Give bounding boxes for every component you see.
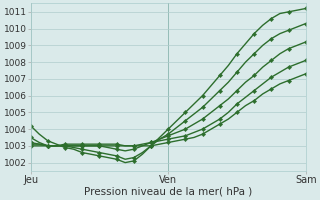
- X-axis label: Pression niveau de la mer( hPa ): Pression niveau de la mer( hPa ): [84, 187, 252, 197]
